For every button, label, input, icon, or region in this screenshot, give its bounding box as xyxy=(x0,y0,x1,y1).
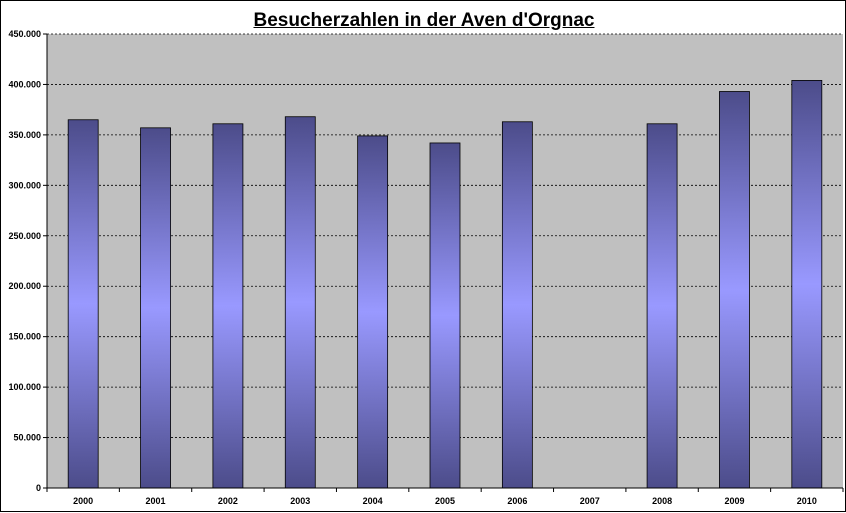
x-tick-label: 2001 xyxy=(146,496,166,506)
x-tick-label: 2002 xyxy=(218,496,238,506)
x-tick-labels: 2000 2001 2002 2003 2004 2005 2006 2007 2008 2009… xyxy=(73,496,817,506)
x-tick-label: 2006 xyxy=(507,496,527,506)
y-tick-label: 150.000 xyxy=(8,332,41,342)
bar-2000 xyxy=(67,119,99,489)
y-tick-label: 200.000 xyxy=(8,281,41,291)
y-tick-label: 100.000 xyxy=(8,382,41,392)
y-tick-label: 300.000 xyxy=(8,180,41,190)
axes xyxy=(43,33,844,492)
bar-2009 xyxy=(719,91,750,489)
x-tick-label: 2009 xyxy=(724,496,744,506)
bar-2006 xyxy=(501,121,533,489)
y-tick-label: 0 xyxy=(36,483,41,493)
x-tick-label: 2005 xyxy=(435,496,455,506)
x-tick-label: 2008 xyxy=(652,496,672,506)
y-tick-label: 350.000 xyxy=(8,130,41,140)
y-tick-labels: 0 50.000 100.000 150.000 200.000 250.000 300.0… xyxy=(8,29,41,493)
y-tick-label: 400.000 xyxy=(8,79,41,89)
x-tick-label: 2010 xyxy=(797,496,817,506)
y-tick-label: 450.000 xyxy=(8,29,41,39)
chart-title: Besucherzahlen in der Aven d'Orgnac xyxy=(253,10,595,31)
x-tick-label: 2003 xyxy=(290,496,310,506)
bar-2005 xyxy=(429,142,461,489)
bars xyxy=(67,80,823,489)
y-tick-label: 50.000 xyxy=(13,433,41,443)
x-tick-label: 2004 xyxy=(363,496,383,506)
bar-2004 xyxy=(357,135,389,489)
bar-2003 xyxy=(284,116,316,489)
x-tick-label: 2000 xyxy=(73,496,93,506)
y-tick-label: 250.000 xyxy=(8,231,41,241)
bar-2010 xyxy=(791,80,823,489)
bar-2002 xyxy=(212,123,244,489)
bar-2008 xyxy=(646,123,678,489)
x-tick-label: 2007 xyxy=(580,496,600,506)
bar-2001 xyxy=(140,127,171,489)
